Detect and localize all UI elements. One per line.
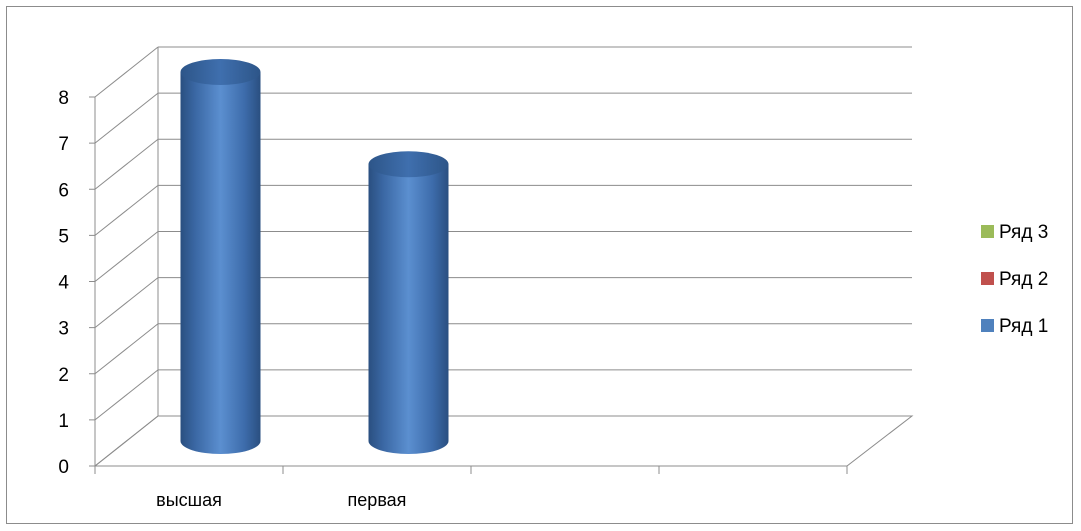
legend-swatch (981, 225, 994, 238)
side-gridline (94, 92, 159, 144)
x-tick-labels: высшая первая (156, 490, 406, 510)
y-tick-labels: 0 1 2 3 4 5 6 7 8 (58, 88, 69, 478)
side-gridline (94, 415, 159, 467)
legend: Ряд 3 Ряд 2 Ряд 1 (981, 222, 1048, 337)
y-tick-label: 3 (58, 319, 69, 340)
bar-body (368, 164, 449, 455)
side-gridline (94, 231, 159, 282)
y-tick-label: 1 (58, 411, 69, 432)
bar-top (368, 151, 449, 178)
y-tick-label: 4 (58, 273, 69, 294)
axes (89, 47, 848, 474)
side-gridline (94, 369, 159, 421)
chart-frame: 0 1 2 3 4 5 6 7 8 высшая первая Ряд 3 Ряд 2 Ряд 1 (6, 6, 1073, 524)
y-tick-label: 5 (58, 226, 69, 247)
gridlines (94, 46, 912, 467)
bars (180, 59, 449, 455)
side-gridline (94, 277, 159, 329)
legend-label: Ряд 1 (999, 316, 1048, 337)
legend-label: Ряд 2 (999, 269, 1048, 290)
side-gridline (94, 46, 159, 98)
bar (368, 151, 449, 455)
legend-label: Ряд 3 (999, 222, 1048, 243)
y-tick-label: 0 (58, 457, 69, 478)
bar-body (180, 72, 261, 455)
y-tick-label: 2 (58, 365, 69, 386)
side-gridline (94, 323, 159, 375)
y-tick-label: 8 (58, 88, 69, 109)
side-gridline (94, 184, 159, 236)
legend-swatch (981, 319, 994, 332)
bar-top (180, 59, 261, 85)
y-tick-label: 7 (58, 134, 69, 155)
legend-swatch (981, 272, 994, 285)
x-tick-label: первая (348, 490, 407, 510)
bar (180, 59, 261, 455)
side-gridline (94, 138, 159, 190)
chart-svg: 0 1 2 3 4 5 6 7 8 высшая первая Ряд 3 Ряд 2 Ряд 1 (58, 46, 1048, 510)
x-tick-label: высшая (156, 490, 222, 510)
y-tick-label: 6 (58, 180, 69, 201)
